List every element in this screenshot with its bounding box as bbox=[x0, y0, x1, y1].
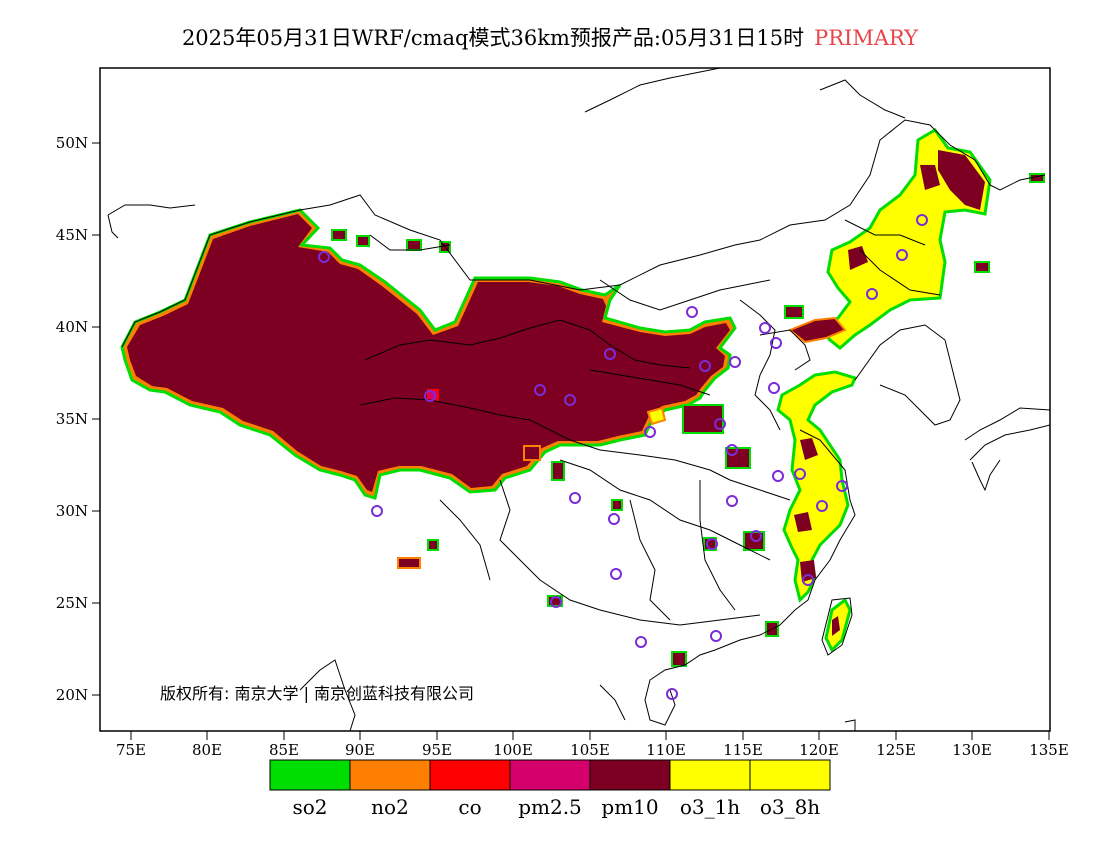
legend-label-so2: so2 bbox=[292, 795, 328, 819]
title-tag: PRIMARY bbox=[814, 26, 919, 50]
x-tick-label: 135E bbox=[1029, 741, 1069, 759]
legend-swatch-no2 bbox=[349, 759, 431, 791]
east-coast-region bbox=[646, 370, 858, 653]
y-tick-label: 45N bbox=[56, 226, 88, 244]
northeast-region bbox=[788, 128, 992, 350]
station-markers bbox=[318, 214, 928, 700]
x-tick-label: 110E bbox=[646, 741, 686, 759]
x-tick-label: 75E bbox=[116, 741, 146, 759]
x-tick-label: 120E bbox=[799, 741, 839, 759]
legend-label-co: co bbox=[458, 795, 482, 819]
legend-bar bbox=[269, 759, 831, 791]
legend-label-o3-8h: o3_8h bbox=[759, 795, 821, 819]
y-tick-label: 40N bbox=[56, 318, 88, 336]
x-tick-label: 105E bbox=[570, 741, 610, 759]
tick-marks bbox=[92, 142, 1050, 740]
legend-swatch-o3-1h bbox=[669, 759, 751, 791]
country-borders bbox=[107, 68, 1050, 731]
y-tick-label: 20N bbox=[56, 686, 88, 704]
legend-swatch-co bbox=[429, 759, 511, 791]
legend-label-pm10: pm10 bbox=[601, 795, 659, 819]
x-tick-label: 85E bbox=[269, 741, 299, 759]
map-layers bbox=[107, 68, 1050, 731]
x-tick-label: 90E bbox=[345, 741, 375, 759]
map-title: 2025年05月31日WRF/cmaq模式36km预报产品:05月31日15时 P… bbox=[0, 22, 1100, 52]
copyright-notice: 版权所有: 南京大学 | 南京创蓝科技有限公司 bbox=[160, 684, 475, 703]
x-tick-label: 95E bbox=[422, 741, 452, 759]
x-tick-label: 115E bbox=[723, 741, 763, 759]
y-axis-labels: 50N 45N 40N 35N 30N 25N 20N bbox=[56, 134, 88, 704]
plot-frame bbox=[99, 67, 1051, 732]
x-axis-labels: 75E 80E 85E 90E 95E 100E 105E 110E 115E … bbox=[116, 741, 1069, 759]
legend-swatch-o3-8h bbox=[749, 759, 831, 791]
y-tick-label: 35N bbox=[56, 410, 88, 428]
title-text: 2025年05月31日WRF/cmaq模式36km预报产品:05月31日15时 bbox=[181, 26, 805, 50]
x-tick-label: 130E bbox=[952, 741, 992, 759]
pm10-west-region bbox=[120, 208, 737, 500]
legend-label-no2: no2 bbox=[371, 795, 409, 819]
legend-label-pm25: pm2.5 bbox=[518, 795, 582, 819]
y-tick-label: 30N bbox=[56, 502, 88, 520]
legend-swatch-pm25 bbox=[509, 759, 591, 791]
x-tick-label: 80E bbox=[192, 741, 222, 759]
x-tick-label: 100E bbox=[493, 741, 533, 759]
legend-label-o3-1h: o3_1h bbox=[679, 795, 741, 819]
y-tick-label: 25N bbox=[56, 594, 88, 612]
y-tick-label: 50N bbox=[56, 134, 88, 152]
legend-swatch-pm10 bbox=[589, 759, 671, 791]
x-tick-label: 125E bbox=[876, 741, 916, 759]
legend-swatch-so2 bbox=[269, 759, 351, 791]
